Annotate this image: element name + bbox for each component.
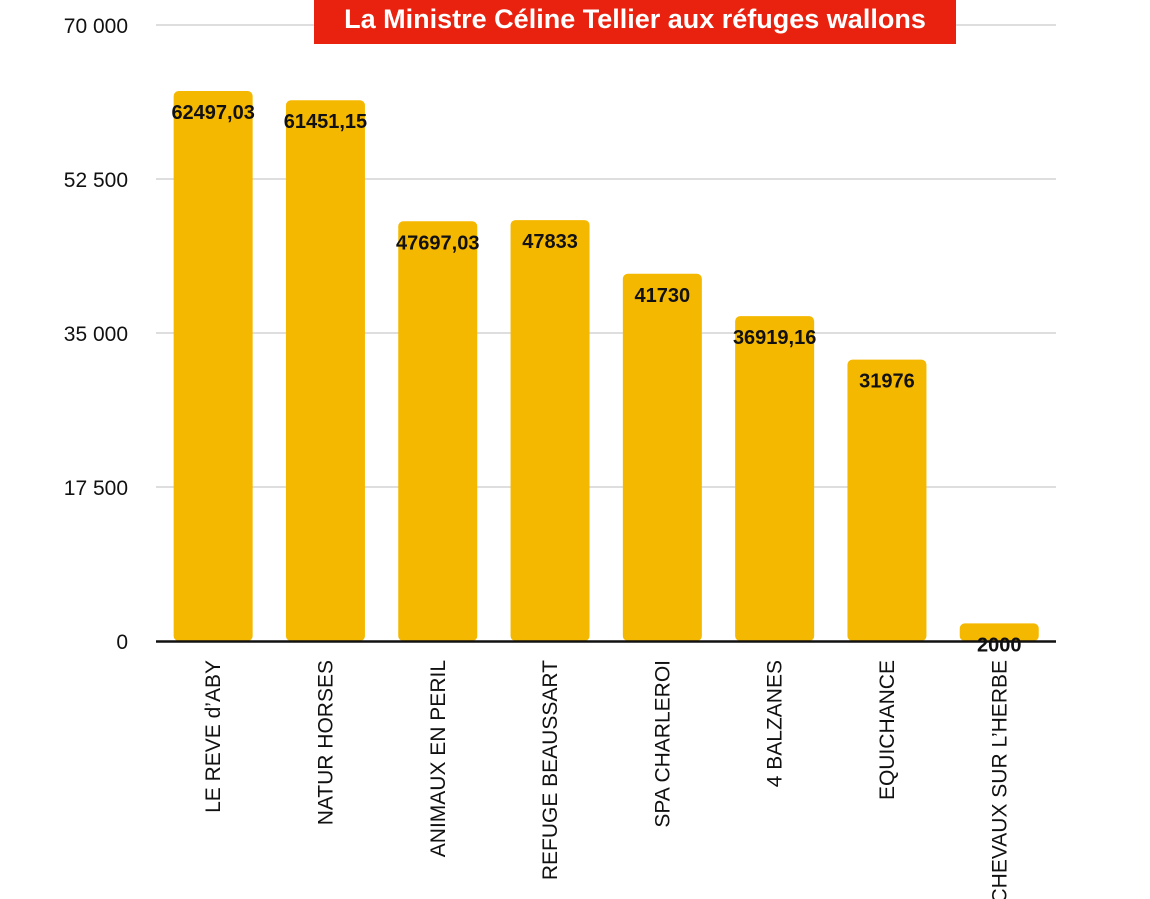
x-tick-label: EQUICHANCE <box>876 660 899 800</box>
data-label: 62497,03 <box>171 102 254 124</box>
x-tick-label: REFUGE BEAUSSART <box>539 660 562 880</box>
data-label: 47697,03 <box>396 232 479 254</box>
bar <box>847 359 927 641</box>
x-tick-label: ANIMAUX EN PERIL <box>427 660 450 857</box>
bar <box>735 316 815 641</box>
x-tick-label: CHEVAUX SUR L’HERBE <box>988 660 1011 899</box>
data-label: 61451,15 <box>284 111 367 133</box>
chart-title: La Ministre Céline Tellier aux réfuges w… <box>314 0 956 44</box>
bar <box>622 273 702 641</box>
data-label: 47833 <box>522 231 578 253</box>
bar <box>959 623 1039 641</box>
x-tick-label: NATUR HORSES <box>314 660 337 825</box>
y-axis-ticks: 0 17 500 35 000 52 500 70 000 <box>64 15 128 654</box>
x-tick-label: SPA CHARLEROI <box>651 660 674 828</box>
bar <box>285 100 365 642</box>
data-label: 31976 <box>859 371 915 393</box>
data-label: 2000 <box>977 634 1022 656</box>
bars <box>173 91 1039 642</box>
value-labels: 62497,03 61451,15 47697,03 47833 41730 36919,… <box>171 102 1021 656</box>
x-tick-label: LE REVE d’ABY <box>202 660 225 813</box>
y-tick-label: 70 000 <box>64 15 128 38</box>
x-tick-label: 4 BALZANES <box>764 660 787 787</box>
category-labels: LE REVE d’ABY NATUR HORSES ANIMAUX EN PERI… <box>202 660 1011 899</box>
bar <box>510 220 590 642</box>
data-label: 41730 <box>635 285 691 307</box>
bar <box>398 221 478 642</box>
bar <box>173 91 253 642</box>
data-label: 36919,16 <box>733 327 816 349</box>
y-tick-label: 52 500 <box>64 169 128 192</box>
y-tick-label: 0 <box>116 631 128 654</box>
y-tick-label: 17 500 <box>64 477 128 500</box>
y-tick-label: 35 000 <box>64 323 128 346</box>
